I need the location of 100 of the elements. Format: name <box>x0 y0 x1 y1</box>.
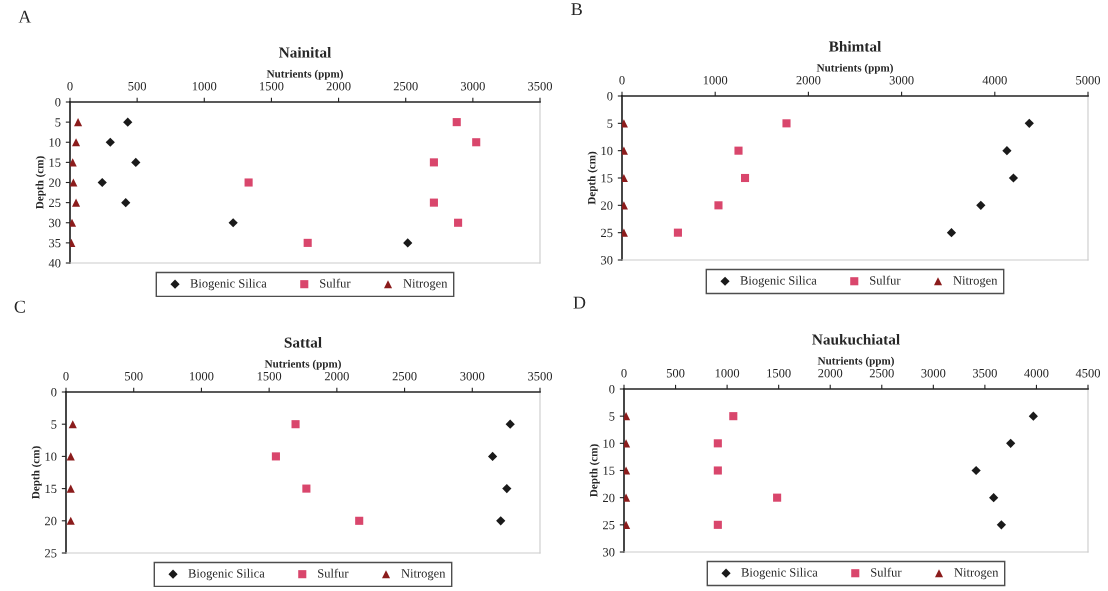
y-tick-label: 10 <box>49 138 61 147</box>
point <box>713 466 722 475</box>
x-axis-title: Nutrients (ppm) <box>816 63 893 74</box>
legend-label: Nitrogen <box>401 569 446 581</box>
x-axis-title: Nutrients (ppm) <box>264 359 341 370</box>
y-tick-label: 0 <box>55 98 61 107</box>
y-axis-title: Depth (cm) <box>587 151 598 205</box>
x-tick-label: 2500 <box>869 369 894 378</box>
y-tick-label: 20 <box>45 516 57 526</box>
point <box>70 178 78 187</box>
point <box>1024 118 1034 128</box>
y-tick-label: 30 <box>49 218 61 228</box>
point <box>624 412 631 421</box>
point <box>429 158 438 167</box>
legend-label: Nitrogen <box>403 279 448 291</box>
point <box>946 228 957 238</box>
point <box>505 419 515 429</box>
y-axis-title: Depth (cm) <box>35 156 46 209</box>
y-tick-label: 15 <box>49 158 61 167</box>
point <box>1006 438 1016 448</box>
x-tick-label: 3500 <box>972 369 997 378</box>
x-tick-label: 0 <box>63 372 69 381</box>
point <box>70 218 77 227</box>
x-tick-label: 2000 <box>324 372 349 381</box>
legend-label: Nitrogen <box>953 276 998 288</box>
point <box>502 483 512 494</box>
y-tick-label: 0 <box>609 385 615 394</box>
point <box>496 516 506 526</box>
chart-title: Nainital <box>278 46 332 58</box>
x-tick-label: 2500 <box>393 82 418 91</box>
point <box>740 173 750 183</box>
point <box>244 178 253 187</box>
text: A <box>18 10 32 23</box>
x-tick-label: 4500 <box>1075 369 1101 378</box>
x-tick-label: 1500 <box>260 82 284 91</box>
point <box>734 146 743 155</box>
legend-label: Sulfur <box>870 275 901 285</box>
legend-label: Sulfur <box>318 568 349 578</box>
y-tick-label: 40 <box>48 259 61 268</box>
x-tick-label: 1000 <box>715 369 740 378</box>
y-tick-label: 25 <box>601 228 613 238</box>
point <box>773 493 782 502</box>
y-tick-label: 25 <box>49 198 61 208</box>
x-tick-label: 1000 <box>190 372 214 381</box>
point <box>454 218 463 227</box>
point <box>131 157 141 167</box>
legend-label: Biogenic Silica <box>188 568 265 581</box>
chart-title: Bhimtal <box>828 40 882 52</box>
point <box>624 493 631 502</box>
y-tick-label: 30 <box>603 548 615 557</box>
x-tick-label: 0 <box>621 369 627 378</box>
x-tick-label: 3500 <box>528 82 553 91</box>
point <box>487 451 498 462</box>
point <box>713 520 722 529</box>
point <box>403 238 413 248</box>
legend-label: Sulfur <box>320 278 351 288</box>
y-tick-label: 5 <box>609 412 615 421</box>
point <box>714 201 723 210</box>
chart-title: Sattal <box>284 336 322 348</box>
x-tick-label: 3000 <box>889 76 914 85</box>
x-tick-label: 3000 <box>460 372 485 381</box>
x-tick-label: 2500 <box>392 372 417 381</box>
point <box>66 484 75 493</box>
legend-label: Biogenic Silica <box>741 567 818 580</box>
point <box>624 466 631 475</box>
y-tick-label: 5 <box>51 420 57 429</box>
x-tick-label: 0 <box>67 82 73 91</box>
point <box>713 439 722 448</box>
point <box>452 118 461 127</box>
x-tick-label: 2000 <box>796 76 821 85</box>
y-tick-label: 25 <box>603 520 615 530</box>
x-tick-label: 2000 <box>818 369 843 378</box>
point <box>996 520 1006 530</box>
x-tick-label: 500 <box>125 372 143 381</box>
x-tick-label: 3500 <box>528 372 553 381</box>
x-tick-label: 1500 <box>257 372 282 381</box>
point <box>123 117 133 127</box>
point <box>624 520 631 529</box>
y-tick-label: 5 <box>607 119 613 128</box>
x-axis-title: Nutrients (ppm) <box>266 69 343 80</box>
legend-label: Biogenic Silica <box>190 278 267 291</box>
point <box>70 158 77 167</box>
point <box>355 516 364 525</box>
point <box>97 177 107 188</box>
point <box>1002 146 1012 156</box>
y-tick-label: 10 <box>45 452 57 461</box>
point <box>673 228 682 237</box>
x-tick-label: 2000 <box>326 82 351 91</box>
x-tick-label: 1000 <box>192 82 217 91</box>
point <box>121 198 131 208</box>
y-tick-label: 35 <box>49 238 61 248</box>
x-tick-label: 4000 <box>1024 369 1049 378</box>
y-tick-label: 25 <box>45 549 57 558</box>
point <box>1008 173 1019 183</box>
text: B <box>571 3 582 16</box>
y-tick-label: 0 <box>51 388 57 397</box>
point <box>729 412 738 421</box>
x-tick-label: 0 <box>619 76 625 85</box>
x-tick-label: 1000 <box>703 76 728 85</box>
x-axis-title: Nutrients (ppm) <box>817 356 894 367</box>
